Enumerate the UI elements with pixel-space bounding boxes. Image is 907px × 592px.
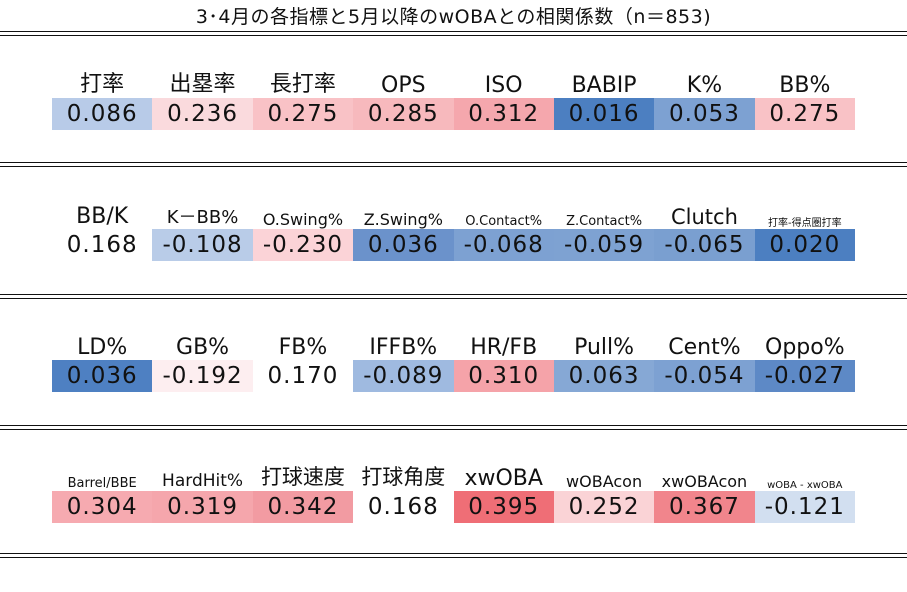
heatmap-cell: 0.395 [453, 491, 554, 523]
metric-label: xwOBA [464, 466, 543, 491]
divider [0, 31, 907, 36]
heatmap-cell: 0.285 [353, 98, 454, 130]
metric-label: Z.Swing% [363, 210, 443, 229]
divider [0, 162, 907, 167]
metric-label: Pull% [574, 335, 635, 360]
metric-label: O.Swing% [262, 210, 344, 229]
heatmap-cell: 0.252 [553, 491, 655, 523]
heatmap-cell: -0.065 [654, 229, 755, 261]
header-row: LD% GB% FB% IFFB% HR/FB Pull% Cent% Oppo… [52, 330, 855, 360]
metric-label: O.Contact% [465, 214, 543, 229]
metric-group-1: 打率 出塁率 長打率 OPS ISO BABIP K% BB% 0.086 0.… [52, 68, 855, 130]
heatmap-cell: -0.027 [754, 360, 855, 392]
heatmap-cell: 0.168 [353, 491, 454, 523]
divider [0, 294, 907, 299]
metric-label: Z.Contact% [566, 214, 643, 229]
header-row: BB/K K－BB% O.Swing% Z.Swing% O.Contact% … [52, 199, 855, 229]
heatmap-cell: -0.192 [152, 360, 253, 392]
metric-label: ISO [484, 73, 523, 98]
heatmap-cell: 0.063 [553, 360, 655, 392]
metric-label: 打率-得点圏打率 [768, 218, 842, 229]
heatmap-cell: 0.053 [654, 98, 755, 130]
metric-group-3: LD% GB% FB% IFFB% HR/FB Pull% Cent% Oppo… [52, 330, 855, 392]
value-row: 0.168 -0.108 -0.230 0.036 -0.068 -0.059 … [52, 229, 855, 261]
heatmap-cell: 0.310 [453, 360, 554, 392]
metric-label: Barrel/BBE [67, 476, 137, 491]
metric-group-4: Barrel/BBE HardHit% 打球速度 打球角度 xwOBA wOBA… [52, 461, 855, 523]
metric-label: Cent% [668, 335, 741, 360]
metric-label: IFFB% [369, 335, 438, 360]
heatmap-cell: 0.236 [152, 98, 253, 130]
metric-label: 長打率 [269, 72, 336, 97]
value-row: 0.086 0.236 0.275 0.285 0.312 0.016 0.05… [52, 98, 855, 130]
value-row: 0.304 0.319 0.342 0.168 0.395 0.252 0.36… [52, 491, 855, 523]
metric-label: GB% [176, 335, 230, 360]
metric-label: BB% [779, 73, 831, 98]
heatmap-cell: -0.089 [353, 360, 454, 392]
heatmap-cell: 0.016 [553, 98, 655, 130]
heatmap-cell: -0.121 [754, 491, 855, 523]
metric-label: HR/FB [470, 335, 538, 360]
metric-label: BB/K [76, 204, 129, 229]
metric-label: HardHit% [162, 471, 244, 491]
heatmap-cell: -0.068 [453, 229, 554, 261]
metric-label: 打率 [80, 72, 125, 97]
value-row: 0.036 -0.192 0.170 -0.089 0.310 0.063 -0… [52, 360, 855, 392]
metric-label: xwOBAcon [661, 472, 748, 491]
chart-title: 3･4月の各指標と5月以降のwOBAとの相関係数（n＝853) [195, 6, 712, 28]
heatmap-cell: 0.275 [754, 98, 855, 130]
heatmap-cell: 0.170 [252, 360, 354, 392]
heatmap-cell: 0.168 [52, 229, 153, 261]
divider [0, 553, 907, 558]
heatmap-cell: 0.342 [252, 491, 354, 523]
heatmap-cell: -0.054 [654, 360, 755, 392]
metric-group-2: BB/K K－BB% O.Swing% Z.Swing% O.Contact% … [52, 199, 855, 261]
heatmap-cell: 0.036 [52, 360, 153, 392]
metric-label: OPS [381, 73, 426, 98]
heatmap-cell: 0.020 [754, 229, 855, 261]
metric-label: 打球角度 [361, 465, 446, 489]
heatmap-cell: 0.036 [353, 229, 454, 261]
metric-label: FB% [278, 335, 328, 360]
heatmap-cell: 0.275 [252, 98, 354, 130]
heatmap-cell: 0.304 [52, 491, 153, 523]
metric-label: BABIP [571, 73, 637, 98]
heatmap-cell: 0.312 [453, 98, 554, 130]
heatmap-cell: -0.059 [553, 229, 655, 261]
header-row: 打率 出塁率 長打率 OPS ISO BABIP K% BB% [52, 68, 855, 98]
metric-label: 出塁率 [169, 72, 236, 97]
header-row: Barrel/BBE HardHit% 打球速度 打球角度 xwOBA wOBA… [52, 461, 855, 491]
metric-label: 打球速度 [260, 465, 345, 489]
metric-label: K% [686, 73, 723, 98]
divider [0, 425, 907, 430]
metric-label: LD% [77, 335, 128, 360]
heatmap-cell: -0.108 [152, 229, 253, 261]
metric-label: K－BB% [166, 207, 239, 228]
heatmap-cell: 0.367 [654, 491, 755, 523]
metric-label: wOBA - xwOBA [767, 480, 843, 491]
metric-label: Oppo% [765, 335, 845, 360]
heatmap-cell: -0.230 [252, 229, 354, 261]
metric-label: wOBAcon [566, 472, 643, 491]
heatmap-cell: 0.319 [152, 491, 253, 523]
heatmap-cell: 0.086 [52, 98, 153, 130]
metric-label: Clutch [670, 205, 738, 229]
